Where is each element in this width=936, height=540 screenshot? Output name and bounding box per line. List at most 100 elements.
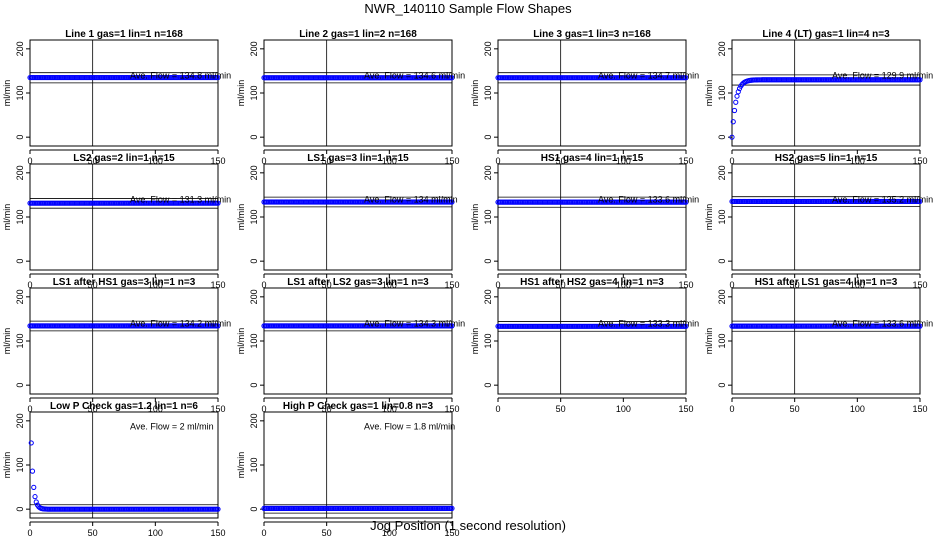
x-tick-label: 150 bbox=[210, 404, 225, 414]
x-tick-label: 150 bbox=[912, 280, 927, 290]
y-axis-label: ml/min bbox=[470, 328, 480, 355]
ave-flow-annotation: Ave. Flow = 129.9 ml/min bbox=[832, 70, 933, 80]
y-tick-label: 0 bbox=[483, 259, 493, 264]
panel-2: Line 2 gas=1 lin=2 n=168 ml/min 0 100 200 0 50… bbox=[236, 29, 465, 166]
y-tick-label: 100 bbox=[15, 209, 25, 224]
ave-flow-annotation: Ave. Flow = 134.8 ml/min bbox=[130, 70, 231, 80]
ave-flow-annotation: Ave. Flow = 134.2 ml/min bbox=[130, 318, 231, 328]
data-point bbox=[215, 200, 221, 206]
x-tick-label: 100 bbox=[382, 156, 397, 166]
plot-frame bbox=[29, 39, 219, 147]
y-tick-label: 200 bbox=[717, 165, 727, 180]
data-point bbox=[32, 494, 38, 500]
x-tick-label: 0 bbox=[27, 280, 32, 290]
x-tick-label: 50 bbox=[322, 404, 332, 414]
x-tick-label: 150 bbox=[912, 404, 927, 414]
y-tick-label: 0 bbox=[249, 507, 259, 512]
panel-title: High P Check gas=1 lin=0.8 n=3 bbox=[283, 401, 434, 412]
y-tick-label: 200 bbox=[15, 289, 25, 304]
x-tick-label: 50 bbox=[556, 404, 566, 414]
x-tick-label: 50 bbox=[790, 156, 800, 166]
x-tick-label: 100 bbox=[616, 280, 631, 290]
panel-13: Low P Check gas=1.2 lin=1 n=6 ml/min 0 100 2… bbox=[2, 401, 226, 538]
panel-10: LS1 after LS2 gas=3 lin=1 n=3 ml/min 0 100 2… bbox=[236, 277, 465, 414]
y-axis-label: ml/min bbox=[236, 204, 246, 231]
plot-frame bbox=[497, 163, 687, 271]
data-point bbox=[31, 484, 37, 490]
ave-flow-annotation: Ave. Flow = 134.6 ml/min bbox=[364, 70, 465, 80]
y-tick-label: 100 bbox=[15, 85, 25, 100]
y-tick-label: 100 bbox=[249, 457, 259, 472]
x-tick-label: 0 bbox=[261, 404, 266, 414]
ave-flow-annotation: Ave. Flow = 135.2 ml/min bbox=[832, 194, 933, 204]
y-tick-label: 0 bbox=[717, 383, 727, 388]
plot-frame bbox=[731, 163, 921, 271]
y-tick-label: 200 bbox=[717, 41, 727, 56]
y-tick-label: 100 bbox=[717, 85, 727, 100]
panel-title: LS1 after HS1 gas=3 lin=1 n=3 bbox=[53, 277, 196, 288]
plot-frame bbox=[731, 287, 921, 395]
ave-flow-annotation: Ave. Flow = 134.7 ml/min bbox=[598, 70, 699, 80]
x-tick-label: 50 bbox=[322, 156, 332, 166]
data-point bbox=[33, 499, 39, 505]
panel-11: HS1 after HS2 gas=4 lin=1 n=3 ml/min 0 100 2… bbox=[470, 277, 699, 414]
data-point bbox=[683, 75, 689, 81]
y-tick-label: 0 bbox=[15, 507, 25, 512]
data-point bbox=[449, 505, 455, 511]
plot-frame bbox=[497, 287, 687, 395]
y-tick-label: 200 bbox=[483, 289, 493, 304]
x-tick-label: 100 bbox=[382, 404, 397, 414]
data-point bbox=[731, 107, 738, 114]
x-tick-label: 100 bbox=[148, 528, 163, 538]
data-point bbox=[683, 323, 689, 329]
x-tick-label: 50 bbox=[790, 404, 800, 414]
x-tick-label: 150 bbox=[210, 280, 225, 290]
x-tick-label: 0 bbox=[27, 404, 32, 414]
x-tick-label: 0 bbox=[729, 156, 734, 166]
y-tick-label: 0 bbox=[717, 259, 727, 264]
x-tick-label: 100 bbox=[148, 156, 163, 166]
ave-flow-annotation: Ave. Flow = 131.3 ml/min bbox=[130, 194, 231, 204]
y-axis-label: ml/min bbox=[2, 328, 12, 355]
x-tick-label: 150 bbox=[678, 404, 693, 414]
y-tick-label: 100 bbox=[249, 209, 259, 224]
y-axis-label: ml/min bbox=[236, 328, 246, 355]
y-tick-label: 200 bbox=[249, 413, 259, 428]
y-tick-label: 0 bbox=[717, 135, 727, 140]
figure-title: NWR_140110 Sample Flow Shapes bbox=[364, 1, 572, 16]
plot-frame bbox=[29, 163, 219, 271]
x-tick-label: 100 bbox=[382, 280, 397, 290]
x-tick-label: 0 bbox=[27, 528, 32, 538]
x-tick-label: 100 bbox=[850, 156, 865, 166]
y-tick-label: 0 bbox=[483, 383, 493, 388]
data-point bbox=[449, 75, 455, 81]
y-tick-label: 0 bbox=[249, 259, 259, 264]
ave-flow-annotation: Ave. Flow = 2 ml/min bbox=[130, 422, 214, 432]
data-point bbox=[735, 89, 741, 95]
panel-title: LS1 gas=3 lin=1 n=15 bbox=[307, 153, 409, 164]
plot-frame bbox=[263, 163, 453, 271]
x-tick-label: 50 bbox=[322, 528, 332, 538]
y-axis-label: ml/min bbox=[236, 452, 246, 479]
x-tick-label: 150 bbox=[444, 404, 459, 414]
x-tick-label: 100 bbox=[616, 404, 631, 414]
x-tick-label: 50 bbox=[88, 528, 98, 538]
y-tick-label: 200 bbox=[15, 413, 25, 428]
y-tick-label: 100 bbox=[483, 333, 493, 348]
data-point bbox=[917, 77, 923, 83]
y-tick-label: 100 bbox=[249, 333, 259, 348]
y-tick-label: 200 bbox=[483, 165, 493, 180]
panel-title: HS1 gas=4 lin=1 n=15 bbox=[541, 153, 644, 164]
x-tick-label: 0 bbox=[27, 156, 32, 166]
y-tick-label: 0 bbox=[483, 135, 493, 140]
panel-title: Low P Check gas=1.2 lin=1 n=6 bbox=[50, 401, 198, 412]
x-tick-label: 50 bbox=[88, 280, 98, 290]
y-tick-label: 100 bbox=[717, 333, 727, 348]
x-tick-label: 0 bbox=[495, 404, 500, 414]
y-tick-label: 100 bbox=[15, 333, 25, 348]
plot-frame bbox=[497, 39, 687, 147]
y-axis-label: ml/min bbox=[2, 80, 12, 107]
panel-title: Line 4 (LT) gas=1 lin=4 n=3 bbox=[762, 29, 890, 40]
